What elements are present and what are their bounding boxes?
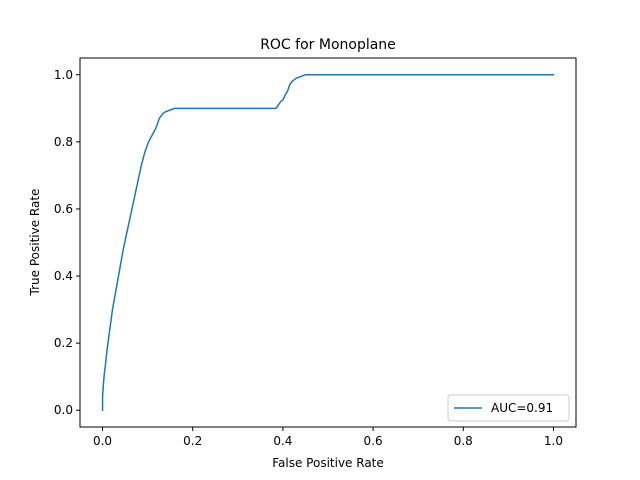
x-axis-ticks: 0.0 0.2 0.4 0.6 0.8 1.0 [93,427,563,448]
y-tick-label: 0.2 [54,336,73,350]
chart-title: ROC for Monoplane [260,37,396,53]
x-tick-label: 0.8 [454,434,473,448]
y-tick-label: 1.0 [54,68,73,82]
y-axis-label: True Positive Rate [28,189,42,297]
y-tick-label: 0.8 [54,135,73,149]
x-tick-label: 0.2 [183,434,202,448]
legend-label: AUC=0.91 [491,401,553,415]
legend-box [447,394,570,422]
legend: AUC=0.91 [447,394,570,422]
roc-series-line [101,74,555,411]
x-tick-label: 0.4 [273,434,292,448]
y-axis-ticks: 0.0 0.2 0.4 0.6 0.8 1.0 [54,68,80,417]
x-axis-label: False Positive Rate [272,456,384,470]
plot-area: 0.0 0.2 0.4 0.6 0.8 1.0 0.0 0.2 0.4 0.6 0.8 1.0 [54,57,577,448]
x-tick-label: 1.0 [544,434,563,448]
y-tick-label: 0.6 [54,202,73,216]
y-tick-label: 0.4 [54,269,73,283]
axes-frame [79,57,577,428]
x-tick-label: 0.0 [93,434,112,448]
x-tick-label: 0.6 [364,434,383,448]
y-tick-label: 0.0 [54,403,73,417]
